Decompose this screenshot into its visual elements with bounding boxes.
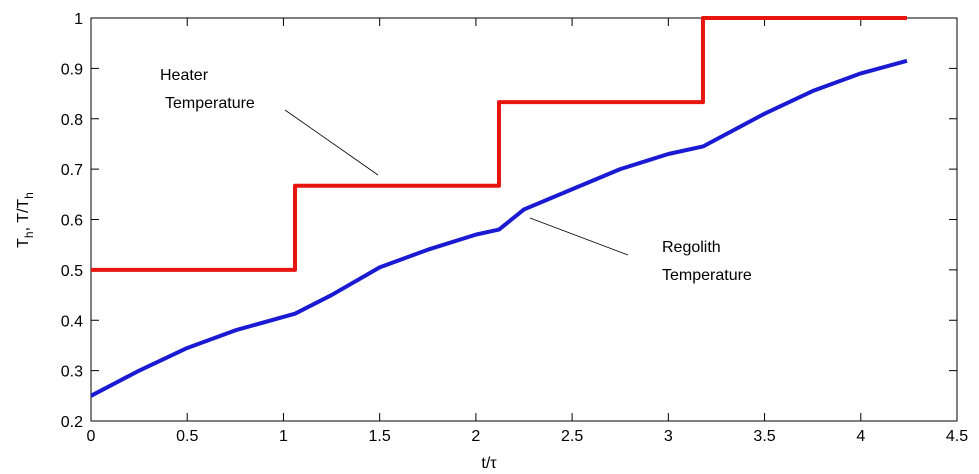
y-tick-label: 1 <box>74 11 83 28</box>
data-line <box>90 58 908 398</box>
annotation-leader <box>529 217 629 256</box>
y-tick-label: 0.6 <box>61 213 83 230</box>
y-tick-label: 0.8 <box>61 112 83 129</box>
y-tick-label: 0.9 <box>61 61 83 78</box>
annotation-leader <box>284 109 379 176</box>
y-label-part: h <box>22 192 36 199</box>
annotation: Regolith <box>662 239 721 256</box>
data-line <box>91 16 907 272</box>
y-label-part: h <box>22 231 36 238</box>
x-axis-label: t/τ <box>481 455 497 472</box>
annotation: Temperature <box>662 267 752 284</box>
annotation: Heater <box>160 67 209 84</box>
x-tick-label: 3 <box>664 428 673 445</box>
y-label-part: T <box>15 238 32 248</box>
y-axis-label: Th, T/Th <box>15 192 36 248</box>
x-tick-label: 0.5 <box>176 428 198 445</box>
annotation: Temperature <box>165 95 255 112</box>
x-tick-label: 4 <box>856 428 865 445</box>
x-tick-label: 3.5 <box>753 428 775 445</box>
x-tick-label: 4.5 <box>946 428 968 445</box>
x-tick-label: 1.5 <box>369 428 391 445</box>
x-tick-label: 0 <box>87 428 96 445</box>
x-tick-label: 1 <box>279 428 288 445</box>
y-tick-label: 0.7 <box>61 162 83 179</box>
y-label-part: , T/T <box>15 199 32 232</box>
y-tick-label: 0.3 <box>61 364 83 381</box>
y-tick-label: 0.4 <box>61 313 83 330</box>
x-tick-label: 2.5 <box>561 428 583 445</box>
x-tick-label: 2 <box>471 428 480 445</box>
y-tick-label: 0.5 <box>61 263 83 280</box>
plot-frame <box>90 17 958 422</box>
y-tick-label: 0.2 <box>61 414 83 431</box>
